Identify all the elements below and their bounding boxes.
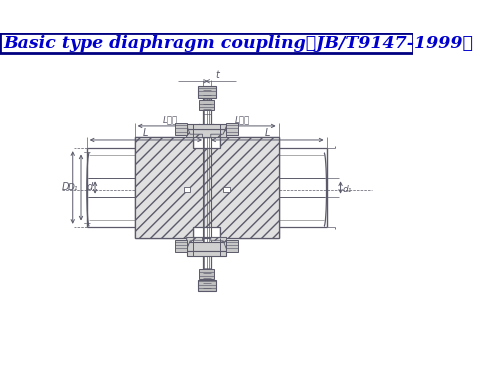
Bar <box>226 123 238 135</box>
Bar <box>198 280 216 291</box>
Bar <box>199 269 214 279</box>
Bar <box>187 124 226 129</box>
Text: t: t <box>216 70 220 81</box>
Polygon shape <box>187 126 202 138</box>
Bar <box>50 55 397 309</box>
Text: L推荐: L推荐 <box>163 115 178 124</box>
Text: L推荐: L推荐 <box>235 115 250 124</box>
Bar <box>187 243 226 251</box>
Bar <box>226 240 238 252</box>
Text: d₁: d₁ <box>343 185 352 194</box>
Bar <box>184 187 190 192</box>
Polygon shape <box>211 126 226 138</box>
Text: D₁: D₁ <box>68 183 78 192</box>
Polygon shape <box>211 237 226 249</box>
Text: Basic type diaphragm coupling（JB/T9147-1999）: Basic type diaphragm coupling（JB/T9147-1… <box>4 35 473 52</box>
Bar <box>175 123 187 135</box>
Bar <box>175 240 187 252</box>
Text: L: L <box>264 128 270 138</box>
Text: D: D <box>62 183 70 192</box>
Bar <box>0 33 414 53</box>
Polygon shape <box>187 237 226 249</box>
Bar <box>187 251 226 256</box>
Bar <box>198 86 216 98</box>
Text: d: d <box>86 183 92 192</box>
Polygon shape <box>134 138 278 237</box>
Bar <box>199 100 214 110</box>
Polygon shape <box>187 126 226 138</box>
Bar <box>187 129 226 138</box>
Polygon shape <box>187 237 202 249</box>
Bar <box>223 187 230 192</box>
Text: L: L <box>143 128 148 138</box>
